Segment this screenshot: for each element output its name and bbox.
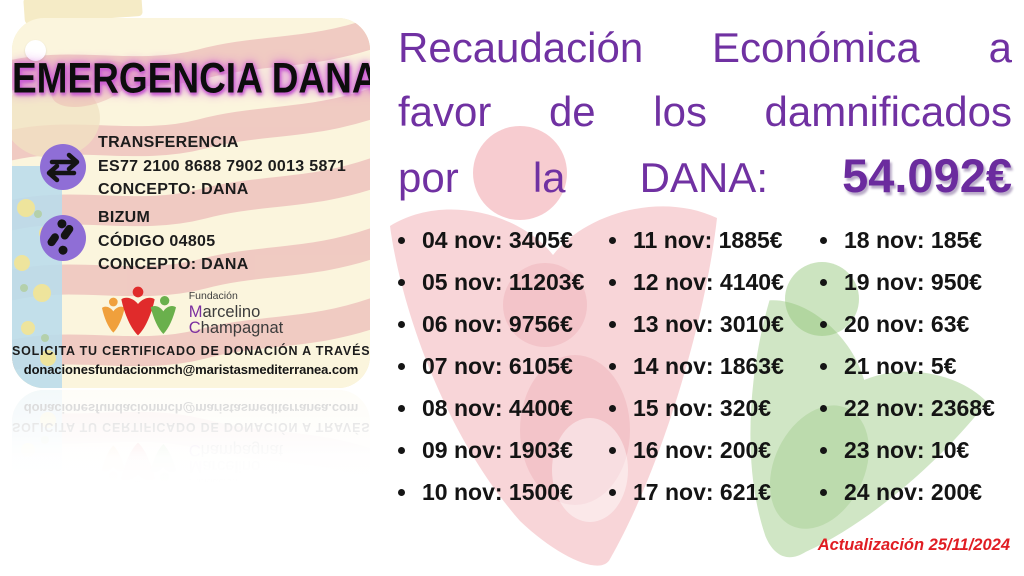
- bullet-icon: [609, 320, 616, 328]
- bullet-icon: [609, 446, 616, 454]
- headline-line-2: favor de los damnificados: [398, 80, 1012, 144]
- card-title: EMERGENCIA DANA: [12, 55, 370, 102]
- list-item: 15 nov: 320€: [609, 387, 799, 429]
- headline-word: de: [548, 88, 596, 135]
- bullet-icon: [398, 278, 405, 286]
- list-item: 23 nov: 10€: [820, 429, 1010, 471]
- donation-column-1: 04 nov: 3405€ 05 nov: 11203€ 06 nov: 975…: [398, 219, 588, 513]
- donations-list: 04 nov: 3405€ 05 nov: 11203€ 06 nov: 975…: [398, 219, 1010, 513]
- bullet-icon: [820, 488, 827, 496]
- total-amount: 54.092€: [842, 149, 1012, 202]
- bullet-icon: [820, 278, 827, 286]
- tag-hole: [25, 40, 46, 61]
- bullet-icon: [820, 236, 827, 244]
- headline-word: la: [532, 154, 566, 201]
- valencian-flag-background: [12, 18, 370, 388]
- bizum-concept: CONCEPTO: DANA: [98, 256, 249, 273]
- headline-word: favor: [398, 88, 492, 135]
- bullet-icon: [398, 236, 405, 244]
- foundation-name: Fundación Marcelino Champagnat: [189, 289, 284, 336]
- bizum-code: CÓDIGO 04805: [98, 232, 216, 250]
- headline-word: DANA:: [639, 154, 768, 201]
- foundation-name-small: Fundación: [188, 289, 238, 302]
- bullet-icon: [609, 278, 616, 286]
- donation-column-3: 18 nov: 185€ 19 nov: 950€ 20 nov: 63€ 21…: [820, 219, 1010, 513]
- foundation-name-line2: Champagnat: [188, 318, 284, 337]
- headline-line-3: por la DANA: 54.092€: [398, 144, 1012, 208]
- transfer-icon: [40, 144, 86, 190]
- list-item: 21 nov: 5€: [820, 345, 1010, 387]
- bullet-icon: [820, 446, 827, 454]
- list-item: 22 nov: 2368€: [820, 387, 1010, 429]
- bullet-icon: [820, 404, 827, 412]
- foundation-people-icon: [101, 286, 176, 336]
- list-item: 12 nov: 4140€: [609, 261, 799, 303]
- bullet-icon: [609, 236, 616, 244]
- list-item: 16 nov: 200€: [609, 429, 799, 471]
- list-item: 18 nov: 185€: [820, 219, 1010, 261]
- list-item: 20 nov: 63€: [820, 303, 1010, 345]
- bullet-icon: [398, 404, 405, 412]
- list-item: 04 nov: 3405€: [398, 219, 588, 261]
- transfer-iban: ES77 2100 8688 7902 0013 5871: [98, 157, 347, 175]
- bullet-icon: [398, 320, 405, 328]
- foundation-name-line1: Marcelino: [188, 302, 261, 321]
- bizum-icon: [40, 215, 86, 261]
- donation-email: donacionesfundacionmch@maristasmediterra…: [23, 362, 359, 377]
- bullet-icon: [398, 362, 405, 370]
- donation-column-2: 11 nov: 1885€ 12 nov: 4140€ 13 nov: 3010…: [609, 219, 799, 513]
- headline-word: Económica: [712, 24, 920, 71]
- list-item: 24 nov: 200€: [820, 471, 1010, 513]
- list-item: 09 nov: 1903€: [398, 429, 588, 471]
- headline-word: Recaudación: [398, 24, 644, 71]
- list-item: 17 nov: 621€: [609, 471, 799, 513]
- list-item: 11 nov: 1885€: [609, 219, 799, 261]
- list-item: 06 nov: 9756€: [398, 303, 588, 345]
- update-date: Actualización 25/11/2024: [817, 536, 1010, 554]
- bullet-icon: [609, 488, 616, 496]
- bizum-label: BIZUM: [98, 209, 151, 226]
- foundation-logo: Fundación Marcelino Champagnat: [12, 286, 370, 338]
- transfer-arrows-icon: [46, 152, 80, 183]
- list-item: 10 nov: 1500€: [398, 471, 588, 513]
- headline: Recaudación Económica a favor de los dam…: [398, 16, 1012, 208]
- bizum-glyph-icon: [47, 219, 74, 255]
- background-figure-green: [750, 262, 987, 558]
- bullet-icon: [820, 320, 827, 328]
- bizum-block: BIZUM CÓDIGO 04805 CONCEPTO: DANA: [98, 206, 249, 277]
- transfer-label: TRANSFERENCIA: [98, 134, 239, 151]
- bullet-icon: [820, 362, 827, 370]
- headline-word: los: [653, 88, 707, 135]
- headline-line-1: Recaudación Económica a: [398, 16, 1012, 80]
- transfer-concept: CONCEPTO: DANA: [98, 181, 249, 198]
- headline-word: a: [988, 24, 1012, 71]
- list-item: 13 nov: 3010€: [609, 303, 799, 345]
- bullet-icon: [609, 362, 616, 370]
- bullet-icon: [398, 446, 405, 454]
- list-item: 07 nov: 6105€: [398, 345, 588, 387]
- headline-word: por: [398, 154, 459, 201]
- list-item: 14 nov: 1863€: [609, 345, 799, 387]
- headline-word: damnificados: [764, 88, 1012, 135]
- certificate-instruction: SOLICITA TU CERTIFICADO DE DONACIÓN A TR…: [12, 344, 370, 358]
- emergency-card: EMERGENCIA DANA TRANSFERENCIA ES77 2100 …: [12, 18, 370, 388]
- bullet-icon: [609, 404, 616, 412]
- list-item: 08 nov: 4400€: [398, 387, 588, 429]
- transfer-block: TRANSFERENCIA ES77 2100 8688 7902 0013 5…: [98, 131, 346, 202]
- background-figure-pink: [390, 126, 717, 566]
- bullet-icon: [398, 488, 405, 496]
- list-item: 19 nov: 950€: [820, 261, 1010, 303]
- list-item: 05 nov: 11203€: [398, 261, 588, 303]
